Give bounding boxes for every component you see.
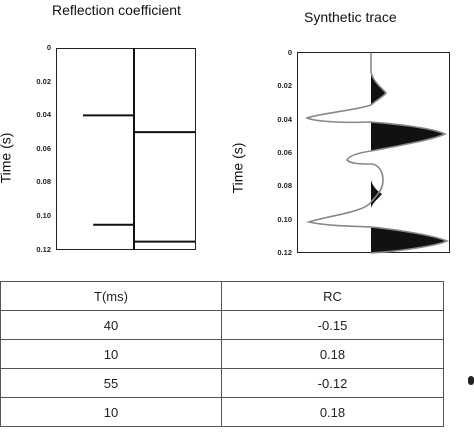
bullet-dot xyxy=(468,376,474,385)
reflection-coefficient-table: T(ms) RC 40 -0.15 10 0.18 55 -0.12 10 0.… xyxy=(0,281,444,427)
right-y-tick-label: 0.06 xyxy=(277,147,292,157)
positive-lobe-1 xyxy=(371,74,386,105)
positive-lobe-4 xyxy=(371,227,447,253)
left-panel-ylabel: Time (s) xyxy=(0,132,14,184)
cell-rc: -0.12 xyxy=(221,368,444,398)
table-row: 10 0.18 xyxy=(0,397,444,427)
synthetic-trace-plot xyxy=(297,52,450,254)
table-row: 55 -0.12 xyxy=(0,368,444,398)
positive-lobe-3 xyxy=(371,180,382,208)
cell-rc: 0.18 xyxy=(221,397,444,427)
header-rc: RC xyxy=(221,281,444,311)
cell-tms: 10 xyxy=(0,339,222,369)
left-y-tick-label: 0 xyxy=(46,43,51,52)
header-tms: T(ms) xyxy=(0,281,222,311)
left-y-tick-label: 0.12 xyxy=(36,244,51,254)
cell-tms: 10 xyxy=(0,397,222,427)
cell-tms: 40 xyxy=(0,310,222,340)
left-y-tick-label: 0.06 xyxy=(36,143,51,153)
right-panel-title: Synthetic trace xyxy=(304,9,397,25)
left-y-tick-label: 0.02 xyxy=(36,76,51,86)
reflection-coefficient-plot xyxy=(56,48,196,250)
right-y-tick-label: 0 xyxy=(287,48,292,57)
cell-rc: -0.15 xyxy=(221,310,444,340)
table-header-row: T(ms) RC xyxy=(0,281,444,311)
right-y-tick-label: 0.10 xyxy=(277,214,292,224)
right-y-tick-label: 0.02 xyxy=(277,81,292,91)
left-plot-frame xyxy=(56,48,196,250)
table-row: 10 0.18 xyxy=(0,339,444,369)
right-y-tick-label: 0.12 xyxy=(277,247,292,257)
cell-rc: 0.18 xyxy=(221,339,444,369)
right-panel-ylabel: Time (s) xyxy=(229,142,246,194)
right-y-tick-label: 0.04 xyxy=(277,114,292,124)
wiggle-trace xyxy=(304,56,450,254)
left-y-tick-label: 0.04 xyxy=(36,110,51,120)
left-panel-title: Reflection coefficient xyxy=(52,2,181,18)
right-y-tick-label: 0.08 xyxy=(277,181,292,191)
table-row: 40 -0.15 xyxy=(0,310,444,340)
cell-tms: 55 xyxy=(0,368,222,398)
left-y-tick-label: 0.10 xyxy=(36,211,51,220)
left-y-tick-label: 0.08 xyxy=(36,177,51,187)
